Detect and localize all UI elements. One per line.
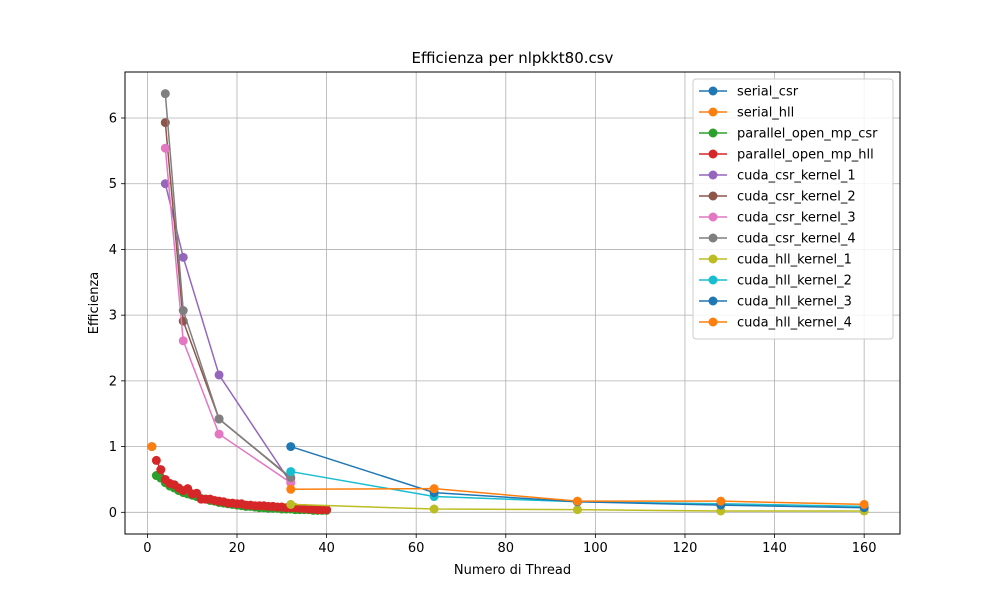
data-point (572, 505, 582, 515)
y-tick-label: 4 (109, 243, 117, 258)
legend-marker (708, 233, 718, 243)
ticks: 0 20 40 60 80 100 120 140 160 0 1 2 3 4 5 6 (109, 112, 877, 556)
data-point (429, 504, 439, 514)
data-point (160, 89, 170, 99)
data-point (286, 442, 296, 452)
y-tick-label: 1 (109, 440, 117, 455)
legend-marker (708, 128, 718, 138)
legend-marker (708, 191, 718, 201)
legend-marker (708, 317, 718, 327)
legend-label: serial_hll (737, 106, 794, 121)
data-point (178, 306, 188, 316)
legend-item: cuda_csr_kernel_3 (699, 211, 856, 226)
y-tick-label: 3 (109, 309, 117, 324)
legend-marker (708, 86, 718, 96)
data-point (286, 484, 296, 494)
x-tick-label: 100 (583, 541, 608, 556)
legend-item: cuda_csr_kernel_4 (699, 232, 856, 247)
series-layer (147, 89, 869, 516)
legend-item: cuda_hll_kernel_4 (699, 316, 852, 331)
legend-label: cuda_hll_kernel_2 (737, 274, 852, 289)
legend-marker (708, 149, 718, 159)
y-tick-label: 2 (109, 374, 117, 389)
legend-label: cuda_csr_kernel_4 (737, 232, 856, 247)
plot-frame (124, 71, 901, 535)
series-parallel_open_mp_hll (151, 455, 332, 515)
x-tick-label: 120 (673, 541, 698, 556)
legend-item: parallel_open_mp_csr (699, 127, 878, 142)
data-point (429, 484, 439, 494)
x-tick-label: 80 (498, 541, 515, 556)
legend-label: cuda_hll_kernel_1 (737, 253, 852, 268)
x-tick-label: 20 (229, 541, 246, 556)
legend-item: serial_hll (699, 106, 794, 121)
legend-label: cuda_csr_kernel_2 (737, 190, 856, 205)
x-tick-label: 40 (318, 541, 335, 556)
series-cuda_hll_kernel_1 (286, 499, 869, 516)
data-point (214, 370, 224, 380)
data-point (322, 505, 332, 515)
legend-item: cuda_csr_kernel_2 (699, 190, 856, 205)
series-cuda_hll_kernel_4 (286, 484, 869, 509)
series-line (164, 148, 292, 484)
series-serial_hll (147, 442, 157, 452)
legend-label: cuda_csr_kernel_1 (737, 169, 856, 184)
data-point (156, 465, 166, 475)
data-point (214, 414, 224, 424)
legend-marker (708, 212, 718, 222)
y-axis-title: Efficienza (87, 272, 102, 335)
legend-label: cuda_hll_kernel_3 (737, 295, 852, 310)
legend-label: parallel_open_mp_hll (737, 148, 874, 163)
x-axis-title: Numero di Thread (454, 563, 571, 578)
legend-label: cuda_hll_kernel_4 (737, 316, 852, 331)
y-tick-label: 0 (109, 506, 117, 521)
series-cuda_csr_kernel_3 (160, 143, 296, 488)
legend-item: parallel_open_mp_hll (699, 148, 874, 163)
x-tick-label: 60 (408, 541, 425, 556)
data-point (151, 455, 161, 465)
data-point (147, 442, 157, 452)
legend-item: cuda_hll_kernel_2 (699, 274, 852, 289)
legend-item: cuda_csr_kernel_1 (699, 169, 856, 184)
legend-item: serial_csr (699, 85, 799, 100)
series-line (164, 93, 292, 479)
data-point (286, 499, 296, 509)
legend-marker (708, 107, 718, 117)
legend-marker (708, 296, 718, 306)
legend-item: cuda_hll_kernel_3 (699, 295, 852, 310)
legend-item: cuda_hll_kernel_1 (699, 253, 852, 268)
x-tick-label: 140 (762, 541, 787, 556)
legend-label: parallel_open_mp_csr (737, 127, 878, 142)
data-point (716, 496, 726, 506)
legend-label: cuda_csr_kernel_3 (737, 211, 856, 226)
data-point (286, 467, 296, 477)
chart-title: Efficienza per nlpkkt80.csv (412, 49, 614, 67)
y-tick-label: 5 (109, 177, 117, 192)
data-point (214, 429, 224, 439)
legend-marker (708, 275, 718, 285)
legend-label: serial_csr (737, 85, 799, 100)
data-point (178, 252, 188, 262)
legend-marker (708, 170, 718, 180)
data-point (572, 496, 582, 506)
data-point (160, 143, 170, 153)
data-point (178, 336, 188, 346)
y-tick-label: 6 (109, 112, 117, 127)
data-point (160, 179, 170, 189)
legend-marker (708, 254, 718, 264)
legend: serial_csr serial_hll parallel_open_mp_csr… (692, 78, 894, 340)
x-tick-label: 160 (852, 541, 877, 556)
data-point (859, 499, 869, 509)
legend-frame (692, 78, 894, 340)
x-tick-label: 0 (143, 541, 151, 556)
